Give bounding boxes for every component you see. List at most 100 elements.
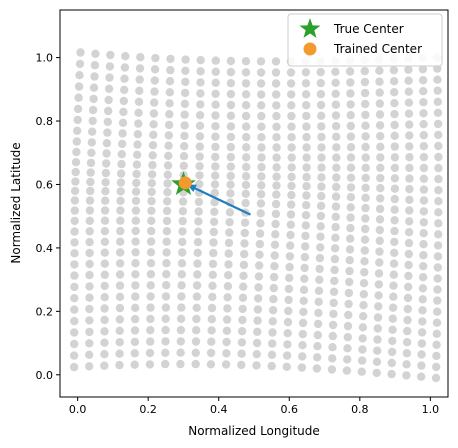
y-tick-label: 0.8 xyxy=(36,115,54,128)
grid-point xyxy=(316,222,325,231)
grid-point xyxy=(101,196,110,205)
grid-point xyxy=(346,100,355,109)
grid-point xyxy=(375,66,384,75)
grid-point xyxy=(361,183,370,192)
grid-point xyxy=(100,361,109,370)
grid-point xyxy=(131,237,140,246)
grid-point xyxy=(238,293,248,302)
grid-point xyxy=(361,142,370,152)
grid-point xyxy=(86,168,95,177)
grid-point xyxy=(223,293,232,302)
grid-point xyxy=(345,277,354,287)
grid-point xyxy=(403,315,412,325)
grid-point xyxy=(402,360,411,369)
grid-point xyxy=(161,337,170,346)
grid-point xyxy=(208,292,217,302)
grid-point xyxy=(191,337,201,346)
grid-point xyxy=(165,77,175,86)
grid-point xyxy=(374,269,384,278)
grid-point xyxy=(302,153,311,162)
grid-point xyxy=(360,88,370,98)
grid-point xyxy=(85,293,94,302)
grid-point xyxy=(177,270,186,279)
grid-point xyxy=(134,108,143,118)
grid-point xyxy=(191,359,200,369)
grid-point xyxy=(328,343,337,352)
grid-point xyxy=(419,185,429,194)
grid-point xyxy=(270,251,279,260)
grid-point xyxy=(346,78,355,87)
grid-point xyxy=(85,248,94,258)
grid-point xyxy=(85,227,94,236)
grid-point xyxy=(375,247,384,256)
grid-point xyxy=(193,237,203,247)
grid-point xyxy=(331,67,340,77)
grid-point xyxy=(193,259,202,268)
grid-point xyxy=(147,187,156,197)
grid-point xyxy=(222,326,232,335)
grid-point xyxy=(376,194,385,203)
grid-point xyxy=(224,260,233,269)
grid-point xyxy=(272,143,281,152)
grid-point xyxy=(145,360,155,369)
grid-point xyxy=(404,271,413,281)
grid-point xyxy=(241,101,251,110)
grid-point xyxy=(166,65,175,75)
grid-point xyxy=(100,304,109,313)
grid-point xyxy=(120,63,130,72)
grid-point xyxy=(432,329,441,338)
grid-point xyxy=(211,142,220,152)
grid-point xyxy=(284,306,293,316)
grid-point xyxy=(226,89,236,99)
grid-point xyxy=(359,290,368,299)
grid-point xyxy=(404,76,413,85)
grid-point xyxy=(70,339,79,349)
grid-point xyxy=(253,327,262,336)
grid-point xyxy=(375,99,384,108)
grid-point xyxy=(241,198,250,208)
grid-point xyxy=(346,213,355,222)
grid-point xyxy=(432,340,441,349)
grid-point xyxy=(177,281,186,290)
grid-point xyxy=(283,329,292,338)
grid-point xyxy=(297,363,307,372)
grid-point xyxy=(238,304,247,314)
grid-point xyxy=(389,281,398,290)
grid-point xyxy=(286,220,295,229)
grid-point xyxy=(346,193,356,202)
grid-point xyxy=(300,252,310,262)
grid-point xyxy=(163,188,172,197)
grid-point xyxy=(150,87,159,96)
grid-point xyxy=(282,351,292,360)
grid-point xyxy=(301,231,310,241)
grid-point xyxy=(374,291,383,300)
grid-point xyxy=(147,170,157,179)
grid-point xyxy=(332,132,341,141)
grid-point xyxy=(434,208,443,217)
grid-point xyxy=(360,257,369,266)
grid-point xyxy=(419,87,428,96)
grid-point xyxy=(131,206,141,215)
grid-point xyxy=(87,138,97,147)
grid-point xyxy=(163,197,172,206)
grid-point xyxy=(224,238,234,248)
grid-point xyxy=(179,152,189,161)
grid-point xyxy=(193,248,202,257)
grid-point xyxy=(317,122,326,131)
grid-point xyxy=(163,170,172,179)
grid-point xyxy=(405,217,414,226)
grid-point xyxy=(405,195,414,204)
grid-point xyxy=(256,199,266,208)
grid-point xyxy=(195,132,205,141)
grid-point xyxy=(165,99,174,108)
grid-point xyxy=(329,287,339,296)
grid-point xyxy=(376,142,385,151)
grid-point xyxy=(226,79,236,88)
grid-point xyxy=(255,229,265,238)
grid-point xyxy=(103,128,112,137)
grid-point xyxy=(346,173,356,182)
grid-point xyxy=(176,337,185,346)
grid-point xyxy=(90,72,99,81)
grid-point xyxy=(331,111,341,120)
grid-point xyxy=(210,198,219,207)
